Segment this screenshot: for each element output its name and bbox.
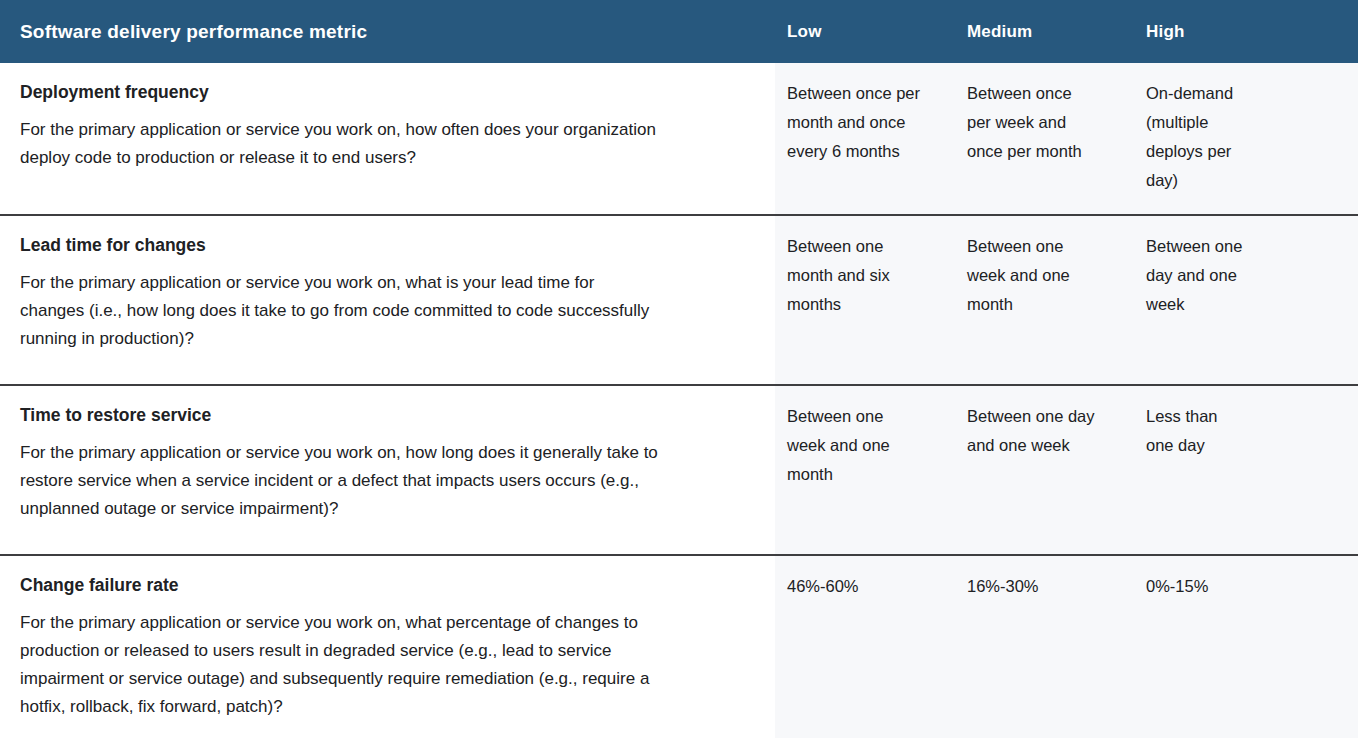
- value-medium: Between one week and one month: [955, 216, 1134, 384]
- value-high: On-demand (multiple deploys per day): [1134, 63, 1358, 214]
- metric-cell: Deployment frequency For the primary app…: [0, 63, 775, 214]
- table-header-row: Software delivery performance metric Low…: [0, 0, 1358, 63]
- value-medium: Between once per week and once per month: [955, 63, 1134, 214]
- table-row: Lead time for changes For the primary ap…: [0, 214, 1358, 384]
- table-header-metric: Software delivery performance metric: [0, 21, 775, 43]
- metric-title: Lead time for changes: [20, 233, 735, 257]
- value-high: 0%-15%: [1134, 556, 1358, 738]
- table-header-low: Low: [775, 22, 955, 42]
- metric-title: Time to restore service: [20, 403, 735, 427]
- value-high: Between one day and one week: [1134, 216, 1358, 384]
- metric-cell: Lead time for changes For the primary ap…: [0, 216, 775, 384]
- metric-description: For the primary application or service y…: [20, 269, 660, 353]
- value-low: Between one week and one month: [775, 386, 955, 554]
- value-high: Less than one day: [1134, 386, 1358, 554]
- metric-cell: Time to restore service For the primary …: [0, 386, 775, 554]
- value-low: Between one month and six months: [775, 216, 955, 384]
- value-low: Between once per month and once every 6 …: [775, 63, 955, 214]
- table-row: Change failure rate For the primary appl…: [0, 554, 1358, 738]
- performance-metrics-table: Software delivery performance metric Low…: [0, 0, 1358, 738]
- metric-description: For the primary application or service y…: [20, 116, 660, 172]
- table-header-high: High: [1134, 22, 1358, 42]
- metric-cell: Change failure rate For the primary appl…: [0, 556, 775, 738]
- value-medium: 16%-30%: [955, 556, 1134, 738]
- metric-title: Change failure rate: [20, 573, 735, 597]
- metric-description: For the primary application or service y…: [20, 439, 660, 523]
- metric-description: For the primary application or service y…: [20, 609, 660, 721]
- value-medium: Between one day and one week: [955, 386, 1134, 554]
- table-row: Deployment frequency For the primary app…: [0, 63, 1358, 214]
- value-low: 46%-60%: [775, 556, 955, 738]
- table-row: Time to restore service For the primary …: [0, 384, 1358, 554]
- metric-title: Deployment frequency: [20, 80, 735, 104]
- table-header-medium: Medium: [955, 22, 1134, 42]
